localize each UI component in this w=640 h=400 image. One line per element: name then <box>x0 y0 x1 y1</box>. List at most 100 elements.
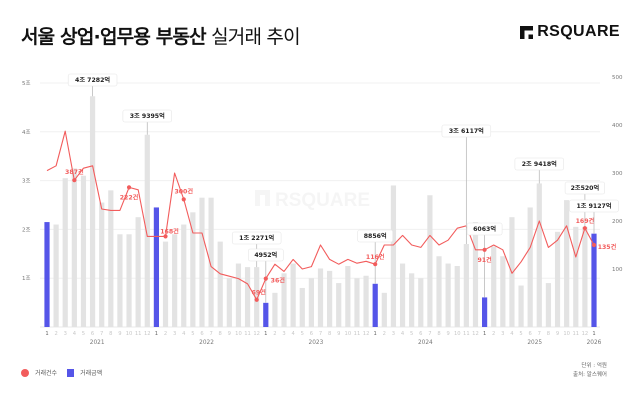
rsquare-logo-icon <box>520 25 534 39</box>
month-tick: 12 <box>253 331 260 337</box>
legend-square-icon <box>67 368 75 377</box>
bar <box>327 270 333 327</box>
count-callout-label: 387건 <box>65 168 84 176</box>
bar <box>199 197 205 327</box>
month-tick: 5 <box>191 331 194 337</box>
bar-january <box>153 207 159 327</box>
bar <box>190 212 196 327</box>
left-axis-tick: 3조 <box>22 178 31 185</box>
bar <box>144 134 150 327</box>
month-tick: 9 <box>118 331 121 337</box>
bar <box>62 178 68 327</box>
bar <box>409 273 415 327</box>
month-tick: 7 <box>319 331 322 337</box>
amount-callout-label: 4조 7282억 <box>75 76 110 84</box>
count-marker <box>263 276 268 281</box>
bar <box>354 278 360 327</box>
year-label: 2025 <box>527 340 542 346</box>
month-tick: 2 <box>54 331 57 337</box>
amount-callouts: 4조 7282억 3조 9395억 1조 2271억 4952억 8856억 3조 611… <box>67 73 619 303</box>
month-tick: 8 <box>219 331 222 337</box>
brand-logo: RSQUARE <box>520 23 620 41</box>
bar <box>290 263 296 327</box>
bar <box>135 217 141 327</box>
bar <box>162 241 169 327</box>
right-axis-tick: 500 <box>612 75 623 81</box>
year-label: 2023 <box>309 340 324 346</box>
month-tick: 7 <box>209 331 212 337</box>
legend-label-amount: 거래금액 <box>80 370 103 377</box>
bar <box>71 168 77 327</box>
month-tick: 4 <box>401 331 405 337</box>
count-marker <box>126 185 132 190</box>
title-bold: 서울 상업·업무용 부동산 <box>21 26 207 48</box>
month-tick: 8 <box>109 331 112 337</box>
watermark: RSQUARE <box>255 190 370 211</box>
month-tick: 12 <box>472 331 479 337</box>
left-axis-tick: 4조 <box>22 129 31 136</box>
bar <box>564 200 570 327</box>
bar <box>272 292 278 327</box>
month-tick: 9 <box>228 331 231 337</box>
month-tick: 11 <box>135 331 142 337</box>
month-tick: 5 <box>410 331 413 337</box>
count-callout-label: 36건 <box>271 277 286 285</box>
bar <box>454 266 460 327</box>
month-tick: 10 <box>126 331 133 337</box>
bar <box>427 195 433 327</box>
bar <box>491 246 497 327</box>
month-tick: 8 <box>437 331 440 337</box>
month-tick: 1 <box>155 331 158 337</box>
amount-callout-label: 1조 2271억 <box>239 234 274 242</box>
bar <box>254 267 260 327</box>
bar <box>381 292 387 327</box>
count-marker <box>582 226 587 231</box>
bar <box>363 275 369 327</box>
amount-callout-label: 3조 9395억 <box>130 112 165 120</box>
right-axis-tick: 300 <box>612 171 623 177</box>
month-tick: 3 <box>282 331 285 337</box>
month-tick: 9 <box>556 331 559 337</box>
month-tick: 4 <box>291 331 295 337</box>
amount-bars <box>44 96 597 327</box>
right-axis-tick: 400 <box>612 123 623 129</box>
month-tick: 3 <box>64 331 67 337</box>
month-tick: 7 <box>428 331 431 337</box>
month-tick: 3 <box>173 331 176 337</box>
brand-name: RSQUARE <box>537 23 620 40</box>
month-tick: 2 <box>164 331 167 337</box>
legend-label-count: 거래건수 <box>35 370 58 377</box>
footer-notes: 단위 : 억원 출처: 알스퀘어 <box>573 362 607 380</box>
month-tick: 6 <box>91 331 94 337</box>
month-tick: 11 <box>572 331 579 337</box>
month-tick: 8 <box>547 331 550 337</box>
legend-circle-icon <box>21 368 29 377</box>
count-marker <box>373 262 378 267</box>
count-line <box>46 130 595 301</box>
amount-callout-label: 2조520억 <box>571 184 600 192</box>
count-callout-label: 169건 <box>576 217 595 225</box>
month-tick: 10 <box>454 331 461 337</box>
month-tick: 9 <box>446 331 449 337</box>
month-tick: 4 <box>182 331 186 337</box>
bar <box>89 96 96 327</box>
month-tick: 1 <box>45 331 48 337</box>
month-tick: 6 <box>310 331 313 337</box>
bar-january <box>482 297 488 327</box>
month-tick: 10 <box>563 331 570 337</box>
year-label: 2022 <box>199 340 214 346</box>
bar <box>518 285 524 327</box>
bar <box>80 175 87 327</box>
left-axis-tick: 1조 <box>22 275 31 282</box>
month-tick: 5 <box>519 331 522 337</box>
count-marker <box>254 297 259 302</box>
month-tick: 4 <box>73 331 77 337</box>
bar-january <box>263 302 269 327</box>
bar <box>117 234 123 327</box>
right-axis-tick: 100 <box>612 267 623 273</box>
month-tick: 4 <box>510 331 514 337</box>
count-callout-label: 168건 <box>160 227 179 235</box>
page-title: 서울 상업·업무용 부동산 실거래 추이 <box>21 22 301 49</box>
right-axis-tick: 200 <box>612 219 623 225</box>
